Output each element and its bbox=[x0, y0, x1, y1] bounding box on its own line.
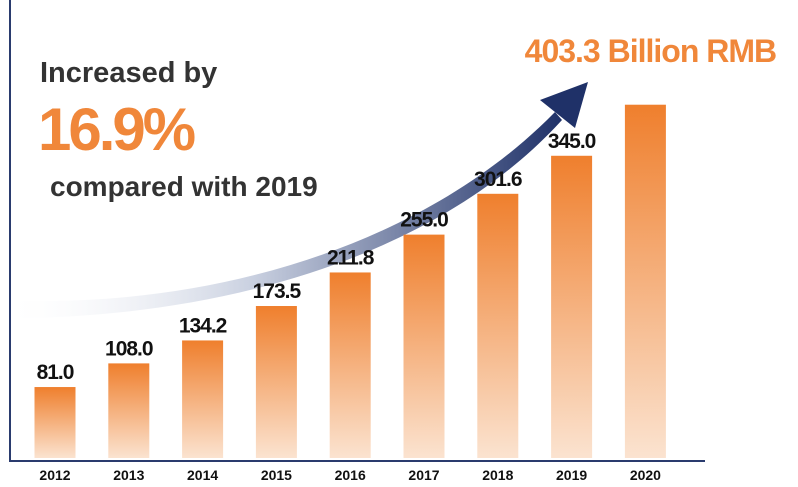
bar bbox=[477, 193, 519, 458]
value-label: 108.0 bbox=[105, 337, 153, 360]
bar bbox=[329, 272, 371, 458]
x-tick-label: 2019 bbox=[556, 467, 587, 483]
value-label: 403.3 Billion RMB bbox=[525, 33, 777, 69]
value-label: 211.8 bbox=[327, 246, 375, 269]
x-tick-label: 2020 bbox=[630, 467, 661, 483]
bar bbox=[255, 306, 297, 458]
value-label: 134.2 bbox=[179, 314, 227, 337]
value-label: 81.0 bbox=[37, 361, 74, 384]
x-tick-label: 2015 bbox=[261, 467, 292, 483]
annotation: compared with 2019 bbox=[50, 171, 318, 202]
bar bbox=[34, 387, 76, 458]
bar bbox=[403, 234, 445, 458]
value-label: 345.0 bbox=[548, 130, 596, 153]
x-tick-label: 2016 bbox=[335, 467, 366, 483]
annotation-highlight: 16.9% bbox=[38, 96, 195, 163]
bar bbox=[108, 363, 150, 458]
annotation: Increased by bbox=[40, 57, 217, 89]
value-label: 173.5 bbox=[253, 280, 302, 303]
bar bbox=[551, 155, 593, 458]
bar bbox=[624, 104, 666, 458]
arrow-head bbox=[540, 82, 588, 128]
trend-arrow bbox=[0, 112, 562, 319]
x-tick-label: 2012 bbox=[39, 467, 70, 483]
value-label: 301.6 bbox=[474, 168, 522, 191]
value-label: 255.0 bbox=[400, 209, 448, 232]
x-tick-label: 2013 bbox=[113, 467, 144, 483]
x-tick-label: 2017 bbox=[408, 467, 439, 483]
x-tick-label: 2014 bbox=[187, 467, 218, 483]
bar bbox=[182, 340, 224, 458]
x-tick-label: 2018 bbox=[482, 467, 513, 483]
